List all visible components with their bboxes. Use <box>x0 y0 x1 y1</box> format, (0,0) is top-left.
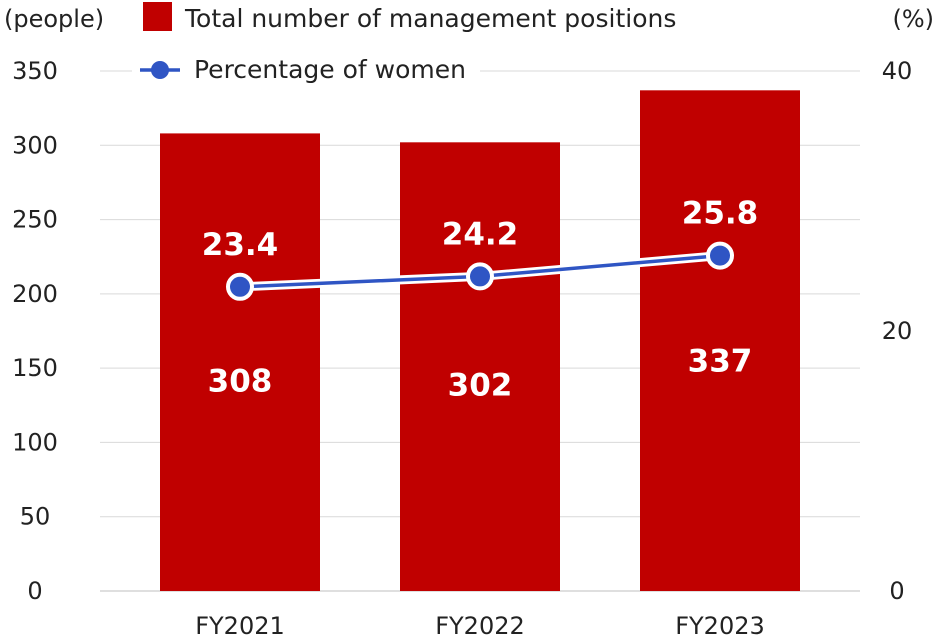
line-point-fy2021 <box>226 272 254 301</box>
bars <box>160 90 800 592</box>
y-right-axis-label: (%) <box>892 5 934 33</box>
legend-bar-label: Total number of management positions <box>184 4 676 33</box>
x-tick-label: FY2021 <box>195 612 285 640</box>
y-right-tick-label: 0 <box>889 577 904 605</box>
y-left-tick-label: 250 <box>12 206 58 234</box>
y-right-tick-label: 20 <box>882 317 913 345</box>
bar-fy2022 <box>400 142 560 592</box>
data-labels: 308 302 337 23.4 24.2 25.8 <box>202 196 759 404</box>
x-tick-label: FY2022 <box>435 612 525 640</box>
line-point-fy2022 <box>466 262 494 291</box>
y-left-tick-label: 0 <box>27 577 42 605</box>
y-left-tick-label: 300 <box>12 131 58 159</box>
legend-line-marker <box>151 61 169 79</box>
legend: Total number of management positions Perc… <box>132 2 676 88</box>
y-left-tick-label: 350 <box>12 57 58 85</box>
bar-value-label: 308 <box>208 364 273 400</box>
line-value-label: 23.4 <box>202 227 279 263</box>
legend-line-label: Percentage of women <box>194 55 466 84</box>
axes: 0 50 100 150 200 250 300 350 0 20 40 (people) (%) FY2… <box>4 5 934 640</box>
bar-fy2021 <box>160 133 320 591</box>
line-value-label: 25.8 <box>682 196 759 232</box>
bar-value-label: 337 <box>688 344 753 380</box>
legend-bar-swatch <box>143 2 172 31</box>
y-left-tick-label: 200 <box>12 280 58 308</box>
line-point-fy2023 <box>706 241 734 270</box>
line-series <box>226 241 734 301</box>
legend-line-backdrop <box>132 52 480 88</box>
y-left-tick-label: 50 <box>20 503 51 531</box>
bar-value-label: 302 <box>448 368 513 404</box>
x-tick-label: FY2023 <box>675 612 765 640</box>
y-left-tick-label: 100 <box>12 428 58 456</box>
y-left-tick-label: 150 <box>12 354 58 382</box>
y-left-axis-label: (people) <box>4 5 104 33</box>
line-value-label: 24.2 <box>442 216 519 252</box>
bar-fy2023 <box>640 90 800 592</box>
y-right-tick-label: 40 <box>882 57 913 85</box>
